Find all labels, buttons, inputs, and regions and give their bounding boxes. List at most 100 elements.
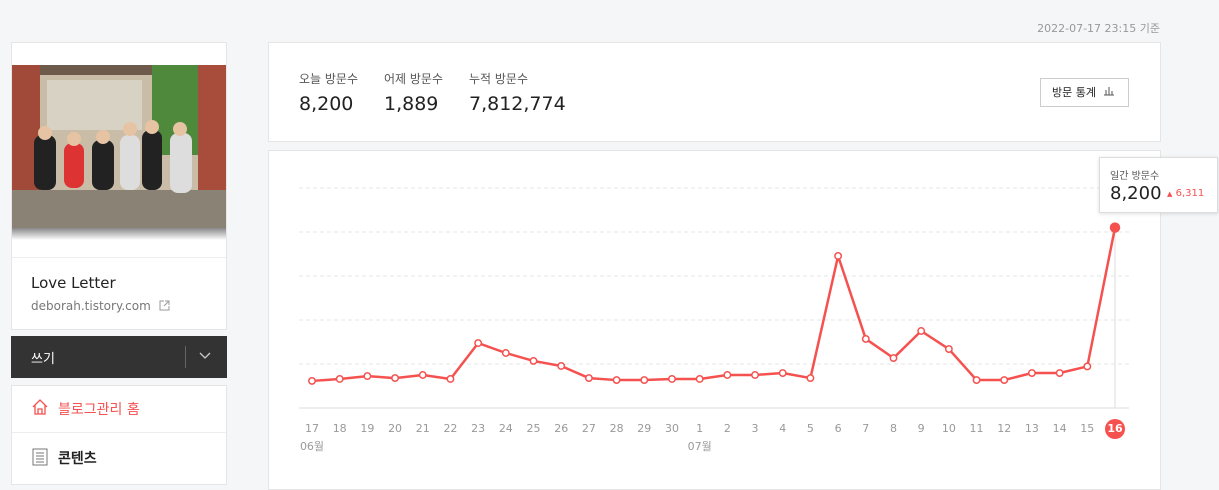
point — [501, 349, 510, 357]
x-tick-label: 19 — [360, 422, 374, 435]
blog-card: Love Letter deborah.tistory.com — [11, 42, 227, 330]
tooltip-change: ▲ 6,311 — [1167, 188, 1205, 199]
point — [612, 376, 621, 385]
x-tick-label: 13 — [1025, 422, 1039, 435]
point — [557, 362, 566, 370]
x-tick-label: 14 — [1053, 422, 1067, 435]
line — [311, 227, 1117, 383]
x-tick-label: 27 — [582, 422, 596, 435]
stat-value: 7,812,774 — [469, 93, 566, 115]
stat: 어제 방문수 1,889 — [384, 70, 443, 115]
chart-icon — [1104, 87, 1115, 96]
point — [668, 375, 676, 383]
x-tick-label: 4 — [779, 422, 786, 435]
point — [1000, 376, 1009, 385]
x-tick-label: 25 — [527, 422, 541, 435]
x-tick-label: 2 — [724, 422, 731, 435]
x-tick-label: 12 — [997, 422, 1011, 435]
x-tick-label: 15 — [1080, 422, 1094, 435]
point — [391, 374, 400, 383]
x-tick-label: 28 — [610, 422, 624, 435]
write-button[interactable]: 쓰기 — [11, 336, 227, 378]
x-tick-label: 16 — [1107, 422, 1123, 435]
point — [1109, 222, 1121, 233]
x-tick-label: 11 — [970, 422, 984, 435]
x-tick-label: 30 — [665, 422, 679, 435]
point — [917, 327, 926, 335]
point — [640, 376, 649, 385]
x-tick-label: 3 — [752, 422, 759, 435]
x-tick-label: 1 — [696, 422, 703, 435]
x-tick-label: 7 — [862, 422, 869, 435]
stats-button-label[interactable]: 방문 통계 — [1052, 86, 1096, 99]
x-tick-label: 21 — [416, 422, 430, 435]
point — [446, 375, 455, 383]
x-tick-label: 22 — [443, 422, 457, 435]
point — [861, 334, 870, 343]
point — [308, 376, 316, 385]
blog-url-text[interactable]: deborah.tistory.com — [31, 299, 151, 313]
stats-card: 오늘 방문수 8,200 어제 방문수 1,889 누적 방문수 7,812,774 … — [268, 42, 1161, 142]
stat-value: 1,889 — [384, 93, 439, 115]
point — [751, 371, 759, 379]
blog-photo[interactable] — [12, 65, 226, 240]
stat-label: 누적 방문수 — [469, 72, 529, 86]
stat: 누적 방문수 7,812,774 — [469, 70, 566, 115]
point — [584, 374, 593, 383]
point — [418, 371, 427, 379]
content-icon — [32, 448, 48, 466]
x-tick-label: 18 — [333, 422, 347, 435]
point — [363, 372, 372, 381]
stats-button[interactable]: 방문 통계 — [1040, 78, 1129, 107]
menu-item[interactable]: 블로그관리 홈 — [58, 402, 140, 418]
page: 2022-07-17 23:15 기준 Love Letter deborah.… — [11, 22, 1218, 490]
blog-url[interactable]: deborah.tistory.com — [31, 299, 170, 313]
point — [889, 354, 898, 363]
point — [1027, 369, 1036, 377]
x-tick-label: 26 — [554, 422, 568, 435]
home-icon — [32, 399, 48, 415]
month-label: 07월 — [688, 440, 712, 453]
point — [1083, 362, 1092, 371]
tooltip: 일간 방문수 8,200 ▲ 6,311 — [1099, 157, 1218, 213]
tooltip-value: 8,200 — [1110, 183, 1162, 204]
month-label: 06월 — [300, 440, 324, 453]
tooltip-change-value: 6,311 — [1175, 188, 1205, 199]
x-tick-label: 20 — [388, 422, 402, 435]
x-tick-highlight — [1105, 419, 1125, 439]
tooltip-title: 일간 방문수 — [1110, 171, 1160, 182]
x-tick-label: 17 — [305, 422, 319, 435]
point — [834, 252, 843, 260]
point — [806, 374, 815, 383]
x-tick-label: 5 — [807, 422, 814, 435]
dropdown-icon[interactable] — [199, 352, 211, 360]
x-tick-label: 29 — [637, 422, 651, 435]
external-icon — [159, 300, 170, 311]
blog-name[interactable]: Love Letter — [31, 274, 116, 292]
point — [474, 339, 483, 348]
x-tick-label: 24 — [499, 422, 513, 435]
timestamp: 2022-07-17 23:15 기준 — [1037, 22, 1160, 35]
x-tick-label: 8 — [890, 422, 897, 435]
point — [335, 375, 344, 383]
point — [1055, 369, 1064, 377]
x-tick-label: 9 — [918, 422, 925, 435]
write-label[interactable]: 쓰기 — [31, 352, 55, 367]
menu-item[interactable]: 콘텐츠 — [58, 451, 97, 467]
x-tick-label: 23 — [471, 422, 485, 435]
stat-value: 8,200 — [299, 93, 354, 115]
stat-label: 어제 방문수 — [384, 72, 444, 86]
point — [944, 345, 953, 353]
point — [723, 371, 732, 379]
x-tick-label: 10 — [942, 422, 956, 435]
x-tick-label: 6 — [835, 422, 842, 435]
stat: 오늘 방문수 8,200 — [299, 70, 358, 115]
menu: 블로그관리 홈 콘텐츠 — [11, 385, 227, 485]
point — [695, 375, 704, 383]
point — [778, 369, 787, 377]
chart-card: 17 06월 18 19 20 21 22 23 24 25 26 27 28 29 30 1 07월 2 3 4 5 6… — [268, 150, 1161, 490]
point — [972, 376, 981, 385]
stat-label: 오늘 방문수 — [299, 72, 359, 86]
point — [529, 356, 538, 365]
